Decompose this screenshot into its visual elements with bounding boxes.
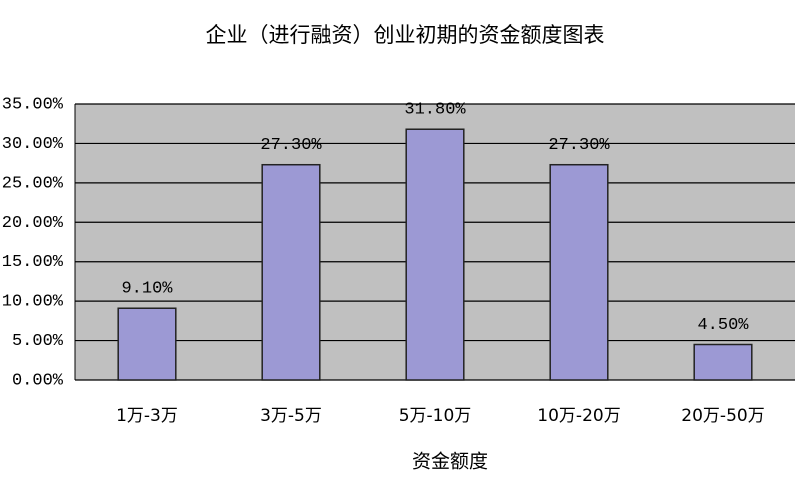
bar xyxy=(261,163,321,381)
bar xyxy=(117,307,177,381)
x-tick-label: 3万-5万 xyxy=(260,406,322,426)
y-tick-label: 0.00% xyxy=(12,371,64,390)
value-label: 9.10% xyxy=(121,280,173,299)
y-tick-label: 20.00% xyxy=(2,214,64,233)
y-tick-label: 10.00% xyxy=(2,293,64,312)
y-tick-label: 35.00% xyxy=(2,95,64,114)
y-tick-label: 5.00% xyxy=(12,332,64,351)
bar xyxy=(549,163,609,381)
x-axis-label: 资金额度 xyxy=(412,451,488,473)
value-label: 27.30% xyxy=(548,136,610,155)
value-label: 4.50% xyxy=(697,316,749,335)
value-label: 27.30% xyxy=(260,136,322,155)
x-tick-label: 1万-3万 xyxy=(116,406,178,426)
x-tick-label: 5万-10万 xyxy=(399,406,472,426)
x-tick-label: 10万-20万 xyxy=(537,406,620,426)
y-tick-label: 30.00% xyxy=(2,135,64,154)
x-tick-label: 20万-50万 xyxy=(681,406,764,426)
y-tick-label: 25.00% xyxy=(2,174,64,193)
value-label: 31.80% xyxy=(404,101,466,120)
bar xyxy=(405,128,465,381)
chart-title: 企业（进行融资）创业初期的资金额度图表 xyxy=(206,23,605,47)
y-tick-label: 15.00% xyxy=(2,253,64,272)
bar xyxy=(693,343,753,381)
